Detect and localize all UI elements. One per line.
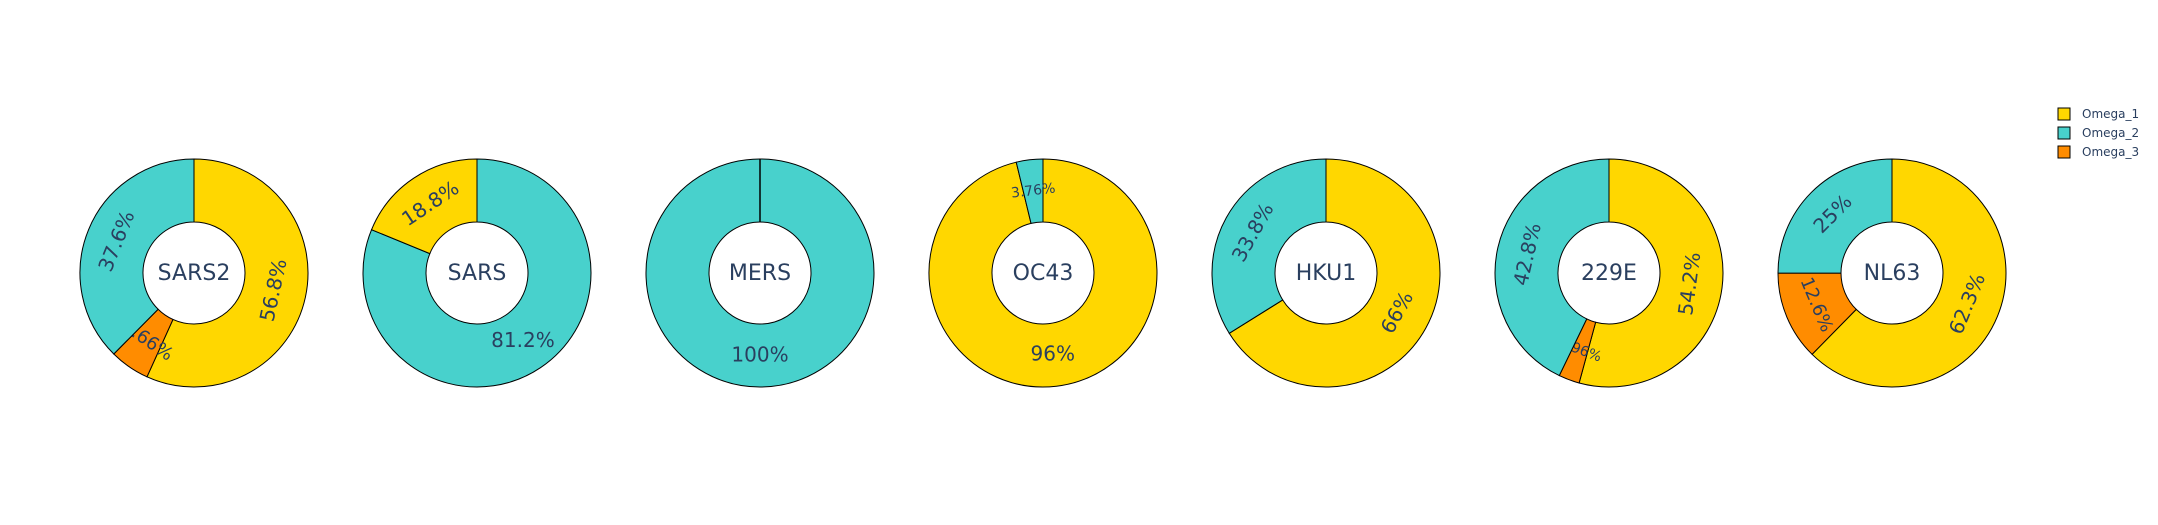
legend-label: Omega_1 [2082,107,2139,121]
legend-swatch [2057,126,2071,140]
donut-title-nl63: NL63 [1864,261,1921,286]
donut-sars: 81.2%18.8%SARS [362,158,592,388]
slice-hku1-omega-2[interactable] [1211,158,1327,334]
slice-229e-omega-1[interactable] [1578,158,1724,388]
legend-swatch [2057,107,2071,121]
slice-sars2-omega-2[interactable] [79,158,195,355]
legend-item-omega-1[interactable]: Omega_1 [2057,107,2139,121]
slice-sars-omega-1[interactable] [370,158,478,255]
slice-hku1-omega-1[interactable] [1228,158,1441,388]
slice-oc43-omega-2[interactable] [1015,158,1044,225]
donut-hku1: 66%33.8%HKU1 [1211,158,1441,388]
slice-label-oc43-omega-2: 3.76% [1010,181,1056,202]
donut-title-sars: SARS [448,261,507,286]
donut-mers: 100% MERS [645,158,875,388]
legend-label: Omega_3 [2082,145,2139,159]
legend-label: Omega_2 [2082,126,2139,140]
donut-title-oc43: OC43 [1013,261,1074,286]
slice-mers-omega-2[interactable] [645,158,875,388]
legend-item-omega-3[interactable]: Omega_3 [2057,145,2139,159]
donut-title-sars2: SARS2 [158,261,231,286]
donut-title-229e: 229E [1581,261,1637,286]
legend[interactable]: Omega_1 Omega_2 Omega_3 [2057,107,2139,159]
slice-nl63-omega-2[interactable] [1777,158,1893,274]
slice-229e-omega-2[interactable] [1494,158,1610,377]
legend-swatch [2057,145,2071,159]
donut-title-mers: MERS [729,261,791,286]
slice-sars2-omega-1[interactable] [146,158,309,388]
slice-sars-omega-2[interactable] [362,158,592,388]
slice-nl63-omega-1[interactable] [1811,158,2007,388]
slice-label-oc43-omega-1: 96% [1031,341,1075,365]
donut-oc43: 96% 3.76% OC43 [928,158,1158,388]
slice-label-mers-omega-2: 100% [731,343,788,367]
slice-label-sars-omega-2: 81.2% [491,328,555,352]
donut-title-hku1: HKU1 [1296,261,1356,286]
donut-sars2: 56.8%5.66%37.6% SARS2 [79,158,309,388]
donut-229e: 54.2%2.96%42.8% 229E [1494,158,1724,388]
slice-oc43-omega-1[interactable] [928,158,1158,388]
donut-nl63: 62.3%12.6%25%NL63 [1777,158,2007,388]
legend-item-omega-2[interactable]: Omega_2 [2057,126,2139,140]
